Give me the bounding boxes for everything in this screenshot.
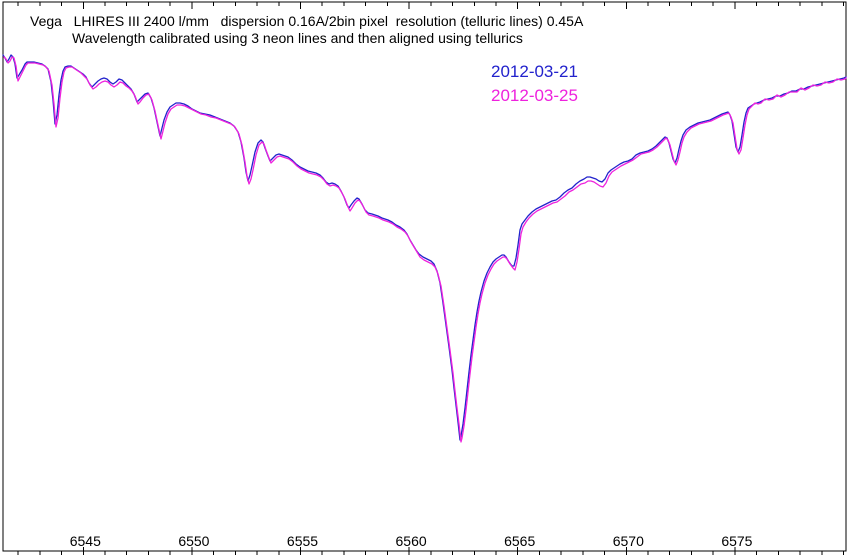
legend: 2012-03-21 2012-03-25 xyxy=(491,60,578,108)
spectrum-curve-2012-03-25 xyxy=(3,56,847,443)
spectrum-curve-2012-03-21 xyxy=(2,54,847,441)
x-tick-label: 6570 xyxy=(613,533,644,549)
x-tick-label: 6560 xyxy=(396,533,427,549)
chart-title-line1: Vega LHIRES III 2400 l/mm dispersion 0.1… xyxy=(30,13,584,29)
x-tick-label: 6555 xyxy=(287,533,318,549)
legend-entry-2012-03-25: 2012-03-25 xyxy=(491,86,578,105)
chart-title-line2: Wavelength calibrated using 3 neon lines… xyxy=(72,30,523,46)
x-tick-label: 6565 xyxy=(504,533,535,549)
x-tick-label: 6545 xyxy=(70,533,101,549)
x-tick-label: 6550 xyxy=(178,533,209,549)
x-tick-label: 6575 xyxy=(721,533,752,549)
legend-entry-2012-03-21: 2012-03-21 xyxy=(491,62,578,81)
